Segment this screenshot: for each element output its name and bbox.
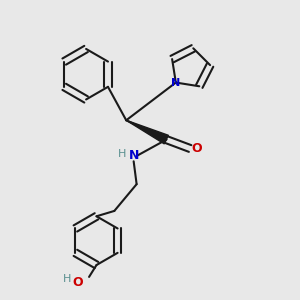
Polygon shape — [126, 120, 168, 144]
Text: H: H — [118, 149, 127, 160]
Text: N: N — [128, 149, 139, 162]
Text: H: H — [63, 274, 72, 284]
Text: O: O — [191, 142, 202, 155]
Text: O: O — [73, 276, 83, 289]
Text: N: N — [171, 78, 181, 88]
